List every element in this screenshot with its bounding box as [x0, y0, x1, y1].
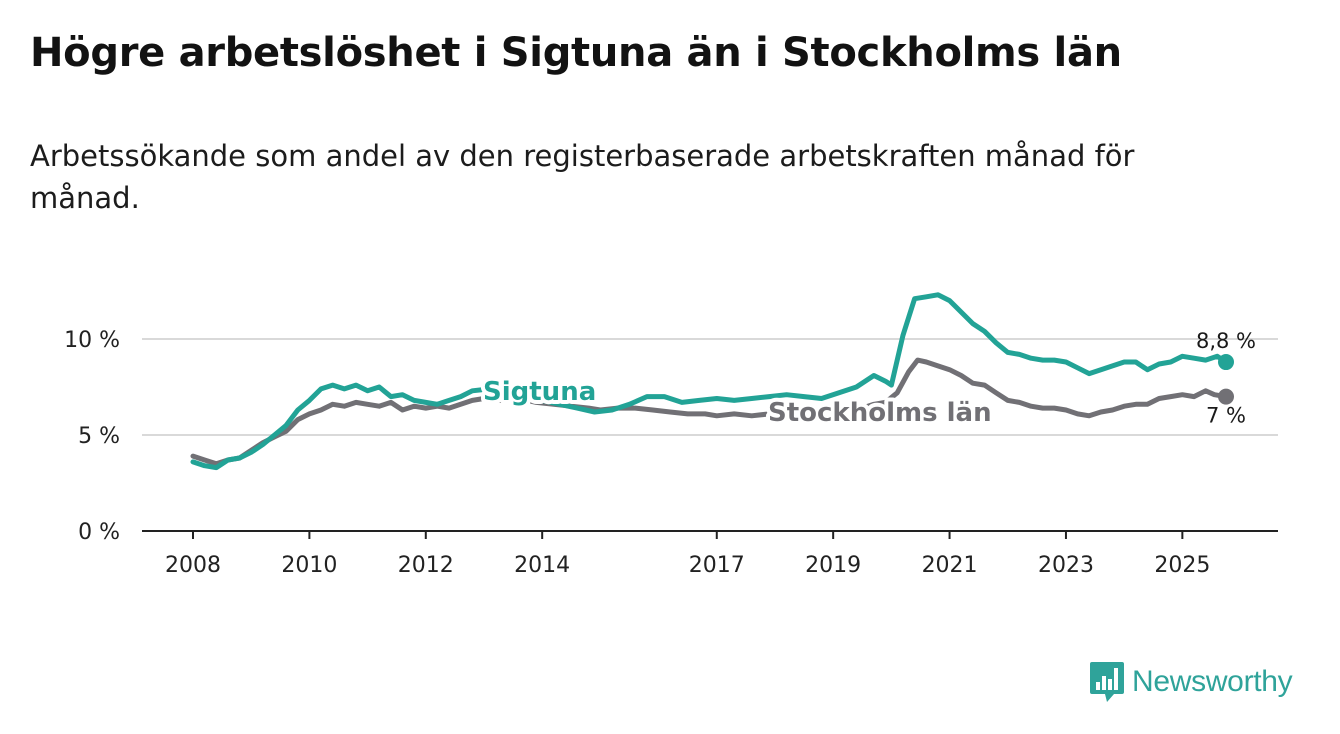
x-tick-label: 2025 [1154, 553, 1210, 578]
chart-title: Högre arbetslöshet i Sigtuna än i Stockh… [30, 30, 1122, 76]
x-tick-label: 2021 [922, 553, 978, 578]
x-tick-label: 2019 [805, 553, 861, 578]
brand: Newsworthy [1088, 660, 1293, 704]
x-tick-label: 2008 [165, 553, 221, 578]
y-tick-label: 10 % [64, 328, 120, 353]
series-label: Sigtuna [483, 377, 596, 407]
chart-subtitle: Arbetssökande som andel av den registerb… [30, 139, 1135, 215]
series-label: Stockholms län [768, 398, 992, 428]
y-tick-label: 0 % [78, 520, 120, 545]
brand-name: Newsworthy [1132, 665, 1293, 698]
series-end-label: 7 % [1206, 404, 1246, 428]
x-tick-label: 2023 [1038, 553, 1094, 578]
x-tick-label: 2017 [689, 553, 745, 578]
series-line [190, 292, 1229, 471]
newsworthy-logo-icon [1090, 662, 1124, 702]
series-end-label: 8,8 % [1196, 329, 1256, 353]
series-line [190, 357, 1229, 467]
y-tick-label: 5 % [78, 424, 120, 449]
series-end-point [1218, 354, 1234, 371]
x-tick-label: 2012 [398, 553, 454, 578]
series-end-point [1218, 388, 1234, 405]
x-tick-label: 2014 [514, 553, 570, 578]
x-tick-label: 2010 [281, 553, 337, 578]
